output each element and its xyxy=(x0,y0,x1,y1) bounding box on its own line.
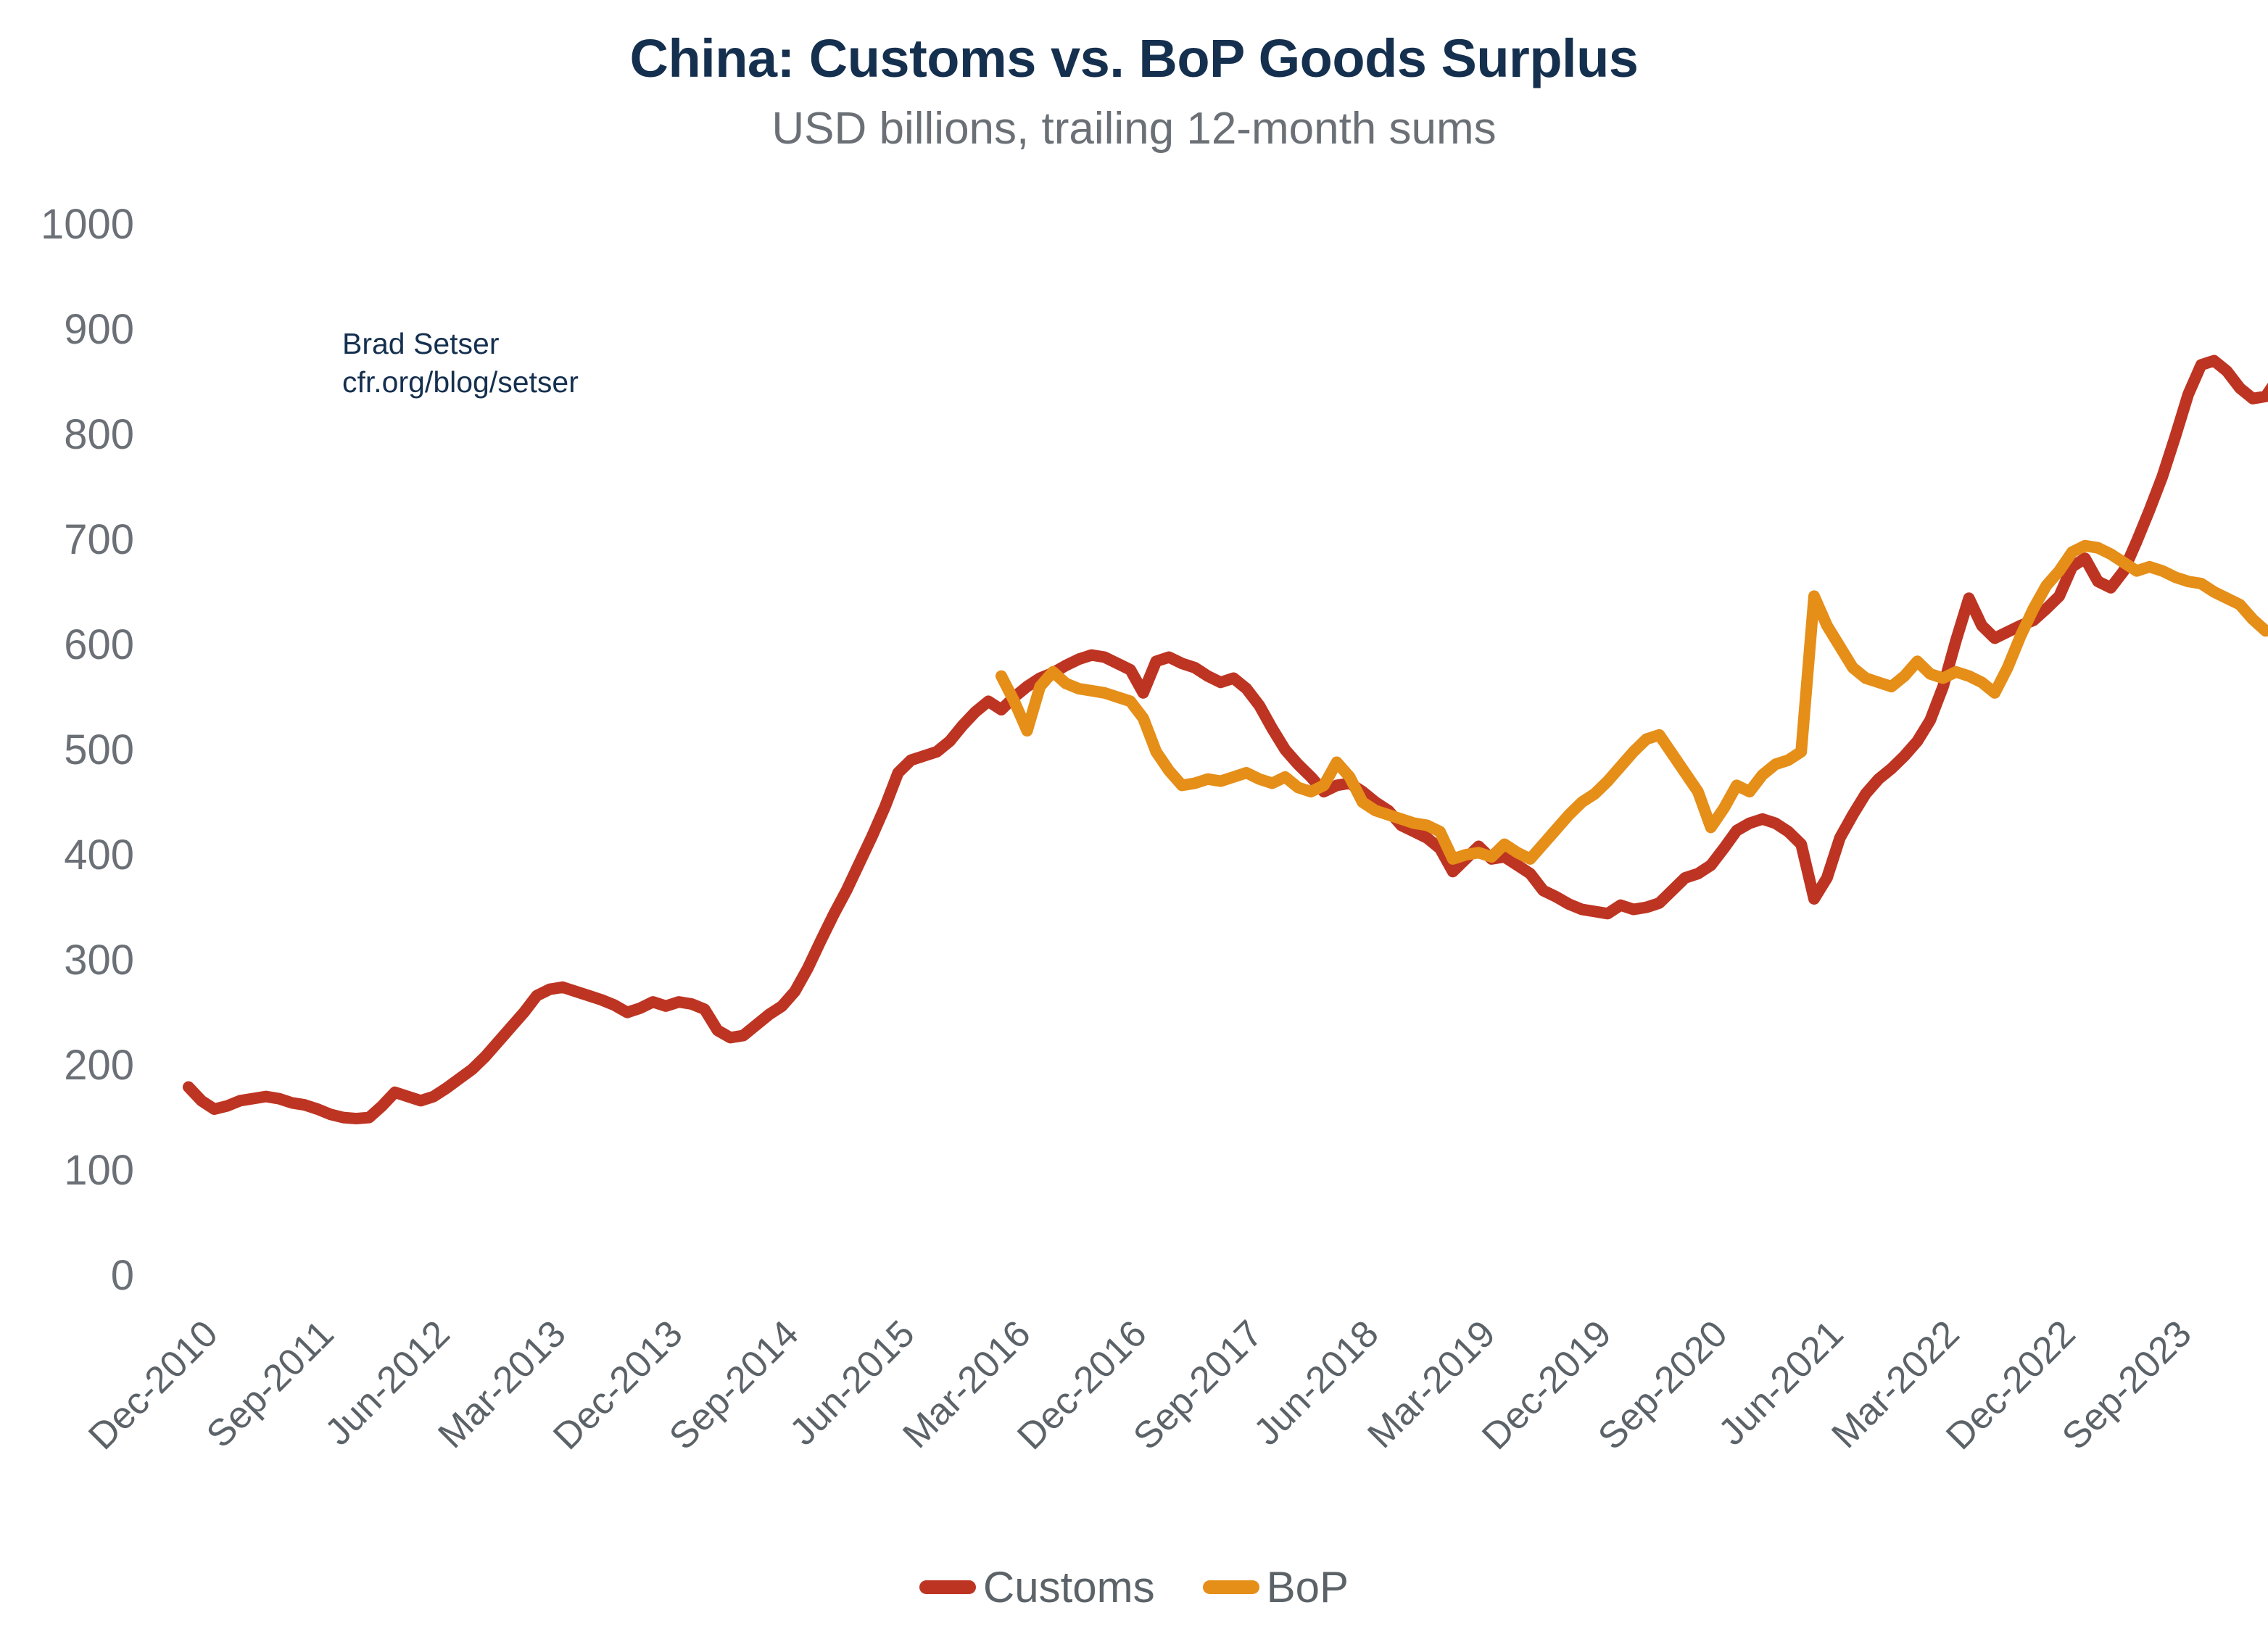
y-tick-label: 300 xyxy=(64,937,134,984)
y-axis-ticks: 0 100 200 300 400 500 600 700 800 900 1000 xyxy=(0,0,134,1647)
legend-swatch-bop xyxy=(1202,1580,1259,1594)
credit-url: cfr.org/blog/setser xyxy=(342,365,579,399)
y-tick-label: 600 xyxy=(64,621,134,668)
series-line-bop xyxy=(995,539,2268,865)
y-tick-label: 500 xyxy=(64,726,134,773)
legend-item-customs[interactable]: Customs xyxy=(919,1562,1155,1612)
y-tick-label: 1000 xyxy=(40,201,134,248)
y-tick-label: 0 xyxy=(110,1252,134,1299)
legend-swatch-customs xyxy=(919,1580,976,1594)
series-line-customs xyxy=(183,354,2268,1125)
y-tick-label: 700 xyxy=(64,516,134,563)
y-tick-label: 800 xyxy=(64,411,134,458)
y-tick-label: 100 xyxy=(64,1147,134,1194)
legend-item-bop[interactable]: BoP xyxy=(1202,1562,1349,1612)
y-tick-label: 400 xyxy=(64,831,134,879)
legend-label: Customs xyxy=(982,1563,1155,1611)
legend-label: BoP xyxy=(1266,1563,1349,1611)
y-tick-label: 200 xyxy=(64,1042,134,1089)
credit-block: Brad Setser cfr.org/blog/setser xyxy=(342,325,579,402)
y-tick-label: 900 xyxy=(64,306,134,353)
chart-legend: Customs BoP xyxy=(0,1562,2268,1612)
chart-subtitle: USD billions, trailing 12-month sums xyxy=(771,104,1497,154)
chart-title: China: Customs vs. BoP Goods Surplus xyxy=(629,28,1639,88)
credit-author: Brad Setser xyxy=(342,327,500,360)
